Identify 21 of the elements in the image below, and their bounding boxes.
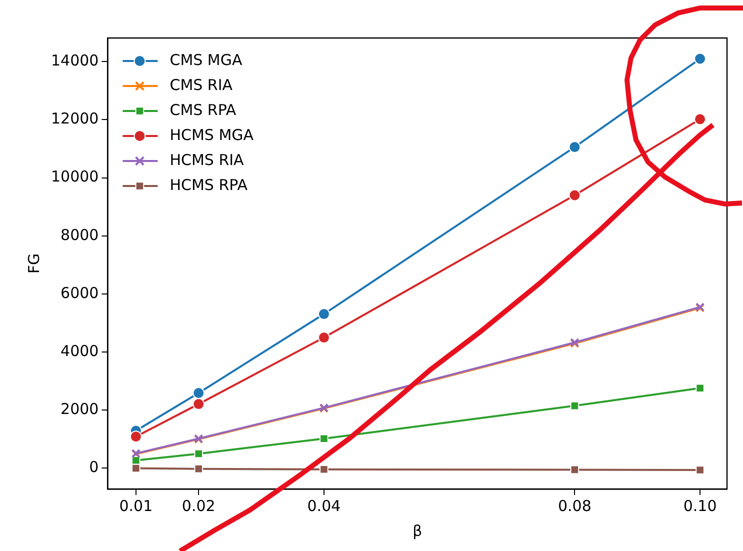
- legend-label: CMS RPA: [170, 100, 237, 119]
- x-tick-label: 0.04: [307, 496, 341, 515]
- x-tick-label: 0.08: [558, 496, 592, 515]
- y-tick-label: 10000: [51, 168, 99, 186]
- legend-label: CMS MGA: [170, 50, 243, 69]
- x-tick-label: 0.02: [182, 496, 216, 515]
- legend-label: CMS RIA: [170, 76, 234, 94]
- legend-label: HCMS RPA: [170, 176, 248, 194]
- y-axis-title: FG: [24, 253, 43, 274]
- y-tick-label: 4000: [60, 342, 99, 360]
- y-tick-label: 8000: [60, 226, 99, 244]
- x-axis-title: β: [412, 522, 422, 540]
- y-tick-label: 14000: [51, 52, 99, 70]
- x-tick-label: 0.01: [119, 496, 153, 515]
- legend-label: HCMS RIA: [170, 150, 245, 169]
- legend-label: HCMS MGA: [170, 126, 254, 144]
- y-tick-label: 2000: [60, 400, 99, 418]
- y-tick-label: 12000: [51, 110, 99, 128]
- y-tick-label: 6000: [60, 284, 99, 302]
- x-tick-label: 0.10: [683, 496, 717, 515]
- y-tick-label: 0: [89, 458, 99, 476]
